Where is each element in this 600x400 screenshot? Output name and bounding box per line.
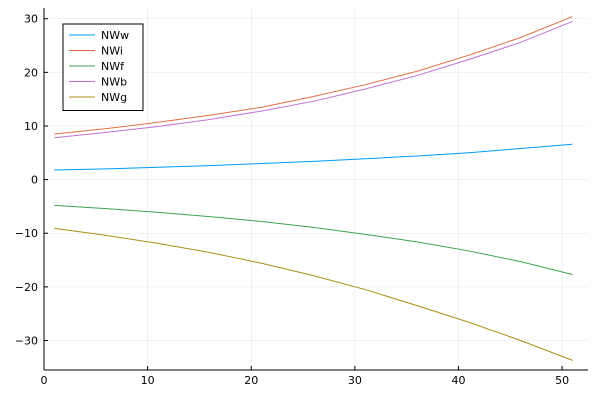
x-tick-label: 40 xyxy=(451,374,465,387)
y-tick-label: −20 xyxy=(15,281,38,294)
tick-labels: 0 10 20 30 40 50 −30 −20 −10 0 10 20 30 xyxy=(15,13,569,387)
y-tick-label: 20 xyxy=(24,66,38,79)
x-tick-label: 30 xyxy=(348,374,362,387)
series-line-nwb xyxy=(54,20,573,139)
y-tick-label: 0 xyxy=(31,174,38,187)
legend: NWw NWi NWf NWb NWg xyxy=(62,23,144,111)
x-tick-label: 10 xyxy=(141,374,155,387)
x-tick-label: 20 xyxy=(244,374,258,387)
series-lines xyxy=(54,16,573,361)
y-tick-label: −10 xyxy=(15,227,38,240)
legend-label-nwi: NWi xyxy=(101,45,123,58)
legend-box xyxy=(62,23,144,111)
x-tick-label: 0 xyxy=(41,374,48,387)
y-tick-label: −30 xyxy=(15,335,38,348)
series-line-nwg xyxy=(54,227,573,361)
legend-label-nwb: NWb xyxy=(101,76,127,89)
y-tick-label: 30 xyxy=(24,13,38,26)
legend-label-nwg: NWg xyxy=(101,91,127,104)
y-tick-label: 10 xyxy=(24,120,38,133)
x-tick-label: 50 xyxy=(555,374,569,387)
axes xyxy=(43,8,588,371)
legend-label-nww: NWw xyxy=(101,29,129,42)
series-line-nwf xyxy=(54,204,573,276)
series-line-nwi xyxy=(54,16,573,135)
series-line-nww xyxy=(54,143,573,171)
legend-label-nwf: NWf xyxy=(101,60,125,73)
